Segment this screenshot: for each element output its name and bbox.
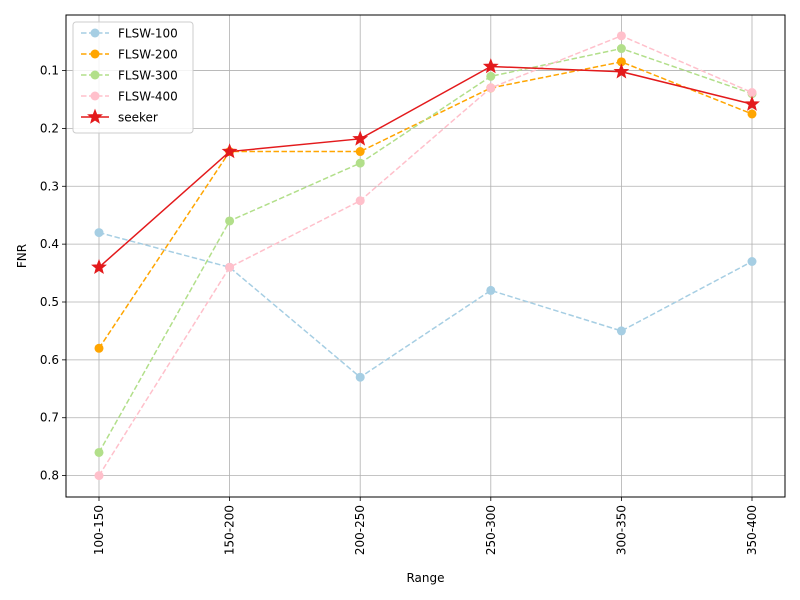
data-point — [221, 143, 238, 159]
x-axis-ticks: 100-150 150-200 200-250 250-300 300-350 350-4… — [92, 497, 759, 555]
data-point — [486, 71, 496, 81]
y-tick-label: 0.4 — [40, 237, 59, 251]
series-line — [98, 231, 753, 379]
legend-item: FLSW-300 — [81, 69, 178, 83]
legend-marker — [87, 108, 103, 124]
data-point — [747, 88, 757, 98]
x-tick-label: 350-400 — [745, 505, 759, 555]
series-layer — [91, 31, 760, 481]
series-line — [98, 35, 753, 476]
legend-label: FLSW-300 — [118, 69, 178, 83]
x-tick-label: 150-200 — [223, 505, 237, 555]
legend: FLSW-100 FLSW-200 FLSW-300 FLSW-400 seeker — [72, 21, 194, 134]
data-point — [613, 63, 630, 79]
series-flsw-300 — [94, 44, 757, 457]
series-flsw-100 — [94, 228, 757, 382]
y-tick-label: 0.8 — [40, 469, 59, 483]
data-point — [94, 343, 104, 353]
legend-label: FLSW-400 — [118, 90, 178, 104]
legend-item: FLSW-100 — [81, 27, 178, 41]
legend-item: FLSW-200 — [81, 48, 178, 62]
data-point — [91, 258, 107, 275]
data-point — [355, 196, 365, 206]
legend-label: FLSW-100 — [118, 27, 178, 41]
legend-item: FLSW-400 — [81, 90, 178, 104]
data-point — [486, 285, 496, 295]
x-tick-label: 200-250 — [353, 505, 367, 555]
series-seeker — [91, 58, 760, 275]
data-point — [486, 83, 496, 93]
data-point — [616, 57, 626, 67]
series-flsw-200 — [94, 57, 757, 353]
data-point — [94, 447, 104, 457]
y-axis-label: FNR — [15, 244, 29, 268]
legend-marker — [90, 91, 100, 101]
legend-label: seeker — [118, 111, 158, 125]
series-flsw-400 — [94, 31, 757, 481]
data-point — [355, 147, 365, 157]
x-tick-label: 100-150 — [92, 505, 106, 555]
y-axis-ticks: 0.1 0.2 0.3 0.4 0.5 0.6 0.7 0.8 — [40, 64, 66, 483]
series-line — [98, 47, 753, 453]
data-point — [616, 326, 626, 336]
series-line — [98, 61, 753, 349]
y-tick-label: 0.2 — [40, 121, 59, 135]
x-tick-label: 250-300 — [484, 505, 498, 555]
legend-item: seeker — [81, 108, 158, 125]
data-point — [616, 31, 626, 41]
series-line — [98, 65, 753, 268]
data-point — [225, 262, 235, 272]
plot-frame — [65, 14, 786, 498]
data-point — [482, 58, 499, 74]
data-point — [94, 471, 104, 481]
y-tick-label: 0.7 — [40, 411, 59, 425]
y-tick-label: 0.6 — [40, 353, 59, 367]
legend-marker — [90, 28, 100, 38]
data-point — [616, 44, 626, 54]
legend-marker — [90, 70, 100, 80]
data-point — [225, 216, 235, 226]
data-point — [355, 158, 365, 168]
legend-marker — [90, 49, 100, 59]
data-point — [94, 228, 104, 238]
data-point — [352, 130, 369, 146]
data-point — [355, 372, 365, 382]
y-tick-label: 0.1 — [40, 64, 59, 78]
x-tick-label: 300-350 — [614, 505, 628, 555]
y-tick-label: 0.5 — [40, 295, 59, 309]
data-point — [744, 95, 760, 111]
y-tick-label: 0.3 — [40, 179, 59, 193]
legend-label: FLSW-200 — [118, 48, 178, 62]
data-point — [747, 109, 757, 119]
data-point — [747, 256, 757, 266]
x-axis-label: Range — [406, 571, 444, 585]
legend-box — [72, 21, 194, 134]
